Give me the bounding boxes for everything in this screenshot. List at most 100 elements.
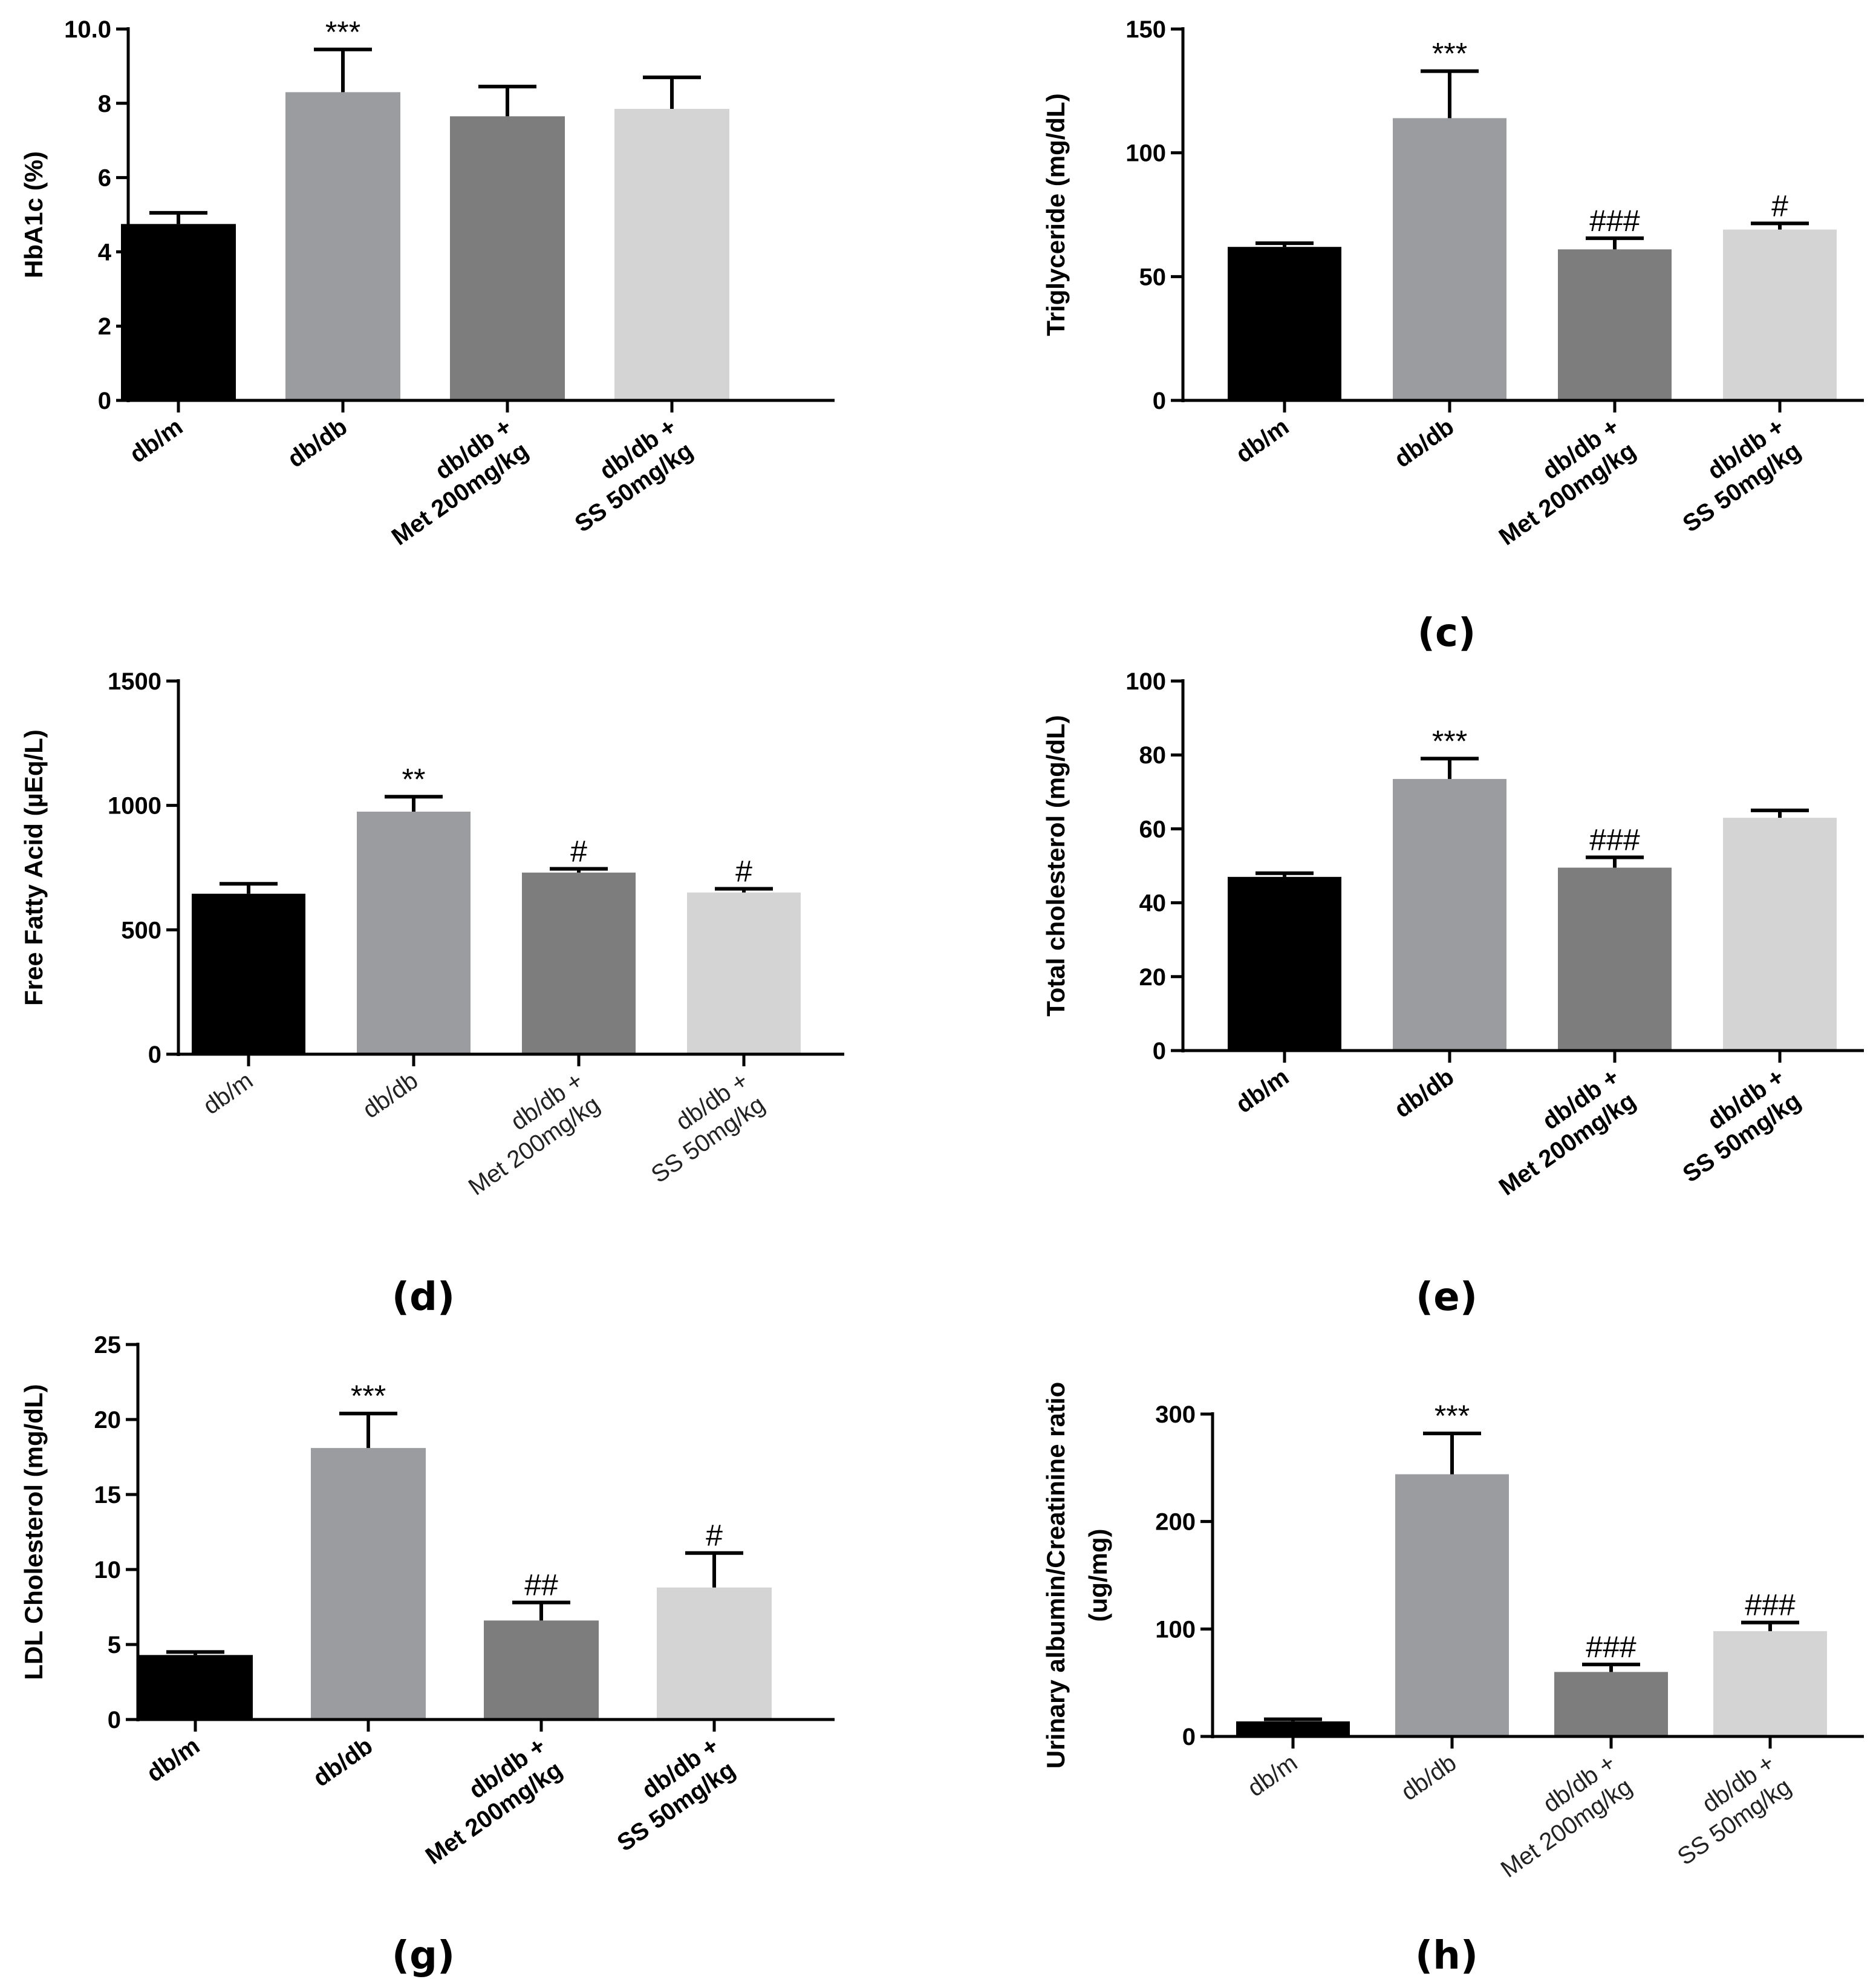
y-tick-label: 25 [94, 1332, 122, 1358]
x-tick-label: db/m [1231, 413, 1294, 468]
chart-panel-5: *** ### ### 0 100 200 300 db/m db/db db/db +Met 2… [1041, 1382, 1864, 1883]
x-tick-label: db/db +Met 200mg/kg [1477, 1063, 1640, 1201]
bar-2 [1558, 867, 1672, 1051]
bar-3 [687, 892, 801, 1054]
significance-label-1: *** [1435, 1399, 1470, 1433]
bar-3 [657, 1587, 772, 1720]
significance-label-2: ## [524, 1568, 558, 1602]
bar-1 [311, 1448, 426, 1720]
significance-label-1: *** [351, 1379, 386, 1413]
y-tick-label: 10 [94, 1557, 122, 1583]
bar-2 [450, 116, 565, 401]
y-tick-label: 20 [1139, 964, 1167, 991]
y-axis-title-line: Free Fatty Acid (µEq/L) [19, 729, 48, 1006]
chart-panel-0: *** 0 2 4 6 8 10.0 db/m db/db db/db +Met 200mg/kg… [19, 15, 835, 550]
bar-0 [1228, 876, 1341, 1051]
y-tick-label: 0 [1153, 388, 1166, 414]
bar-0 [1236, 1721, 1350, 1736]
significance-label-1: *** [1432, 724, 1467, 758]
y-axis-title-line: LDL Cholesterol (mg/dL) [19, 1384, 48, 1680]
y-tick-label: 0 [1153, 1038, 1166, 1064]
y-axis-title: HbA1c (%) [19, 151, 48, 278]
x-tick-label: db/m [1231, 1063, 1294, 1118]
x-tick-label: db/m [1243, 1749, 1302, 1802]
y-tick-label: 6 [98, 165, 111, 192]
x-tick-label: db/db [283, 413, 352, 472]
y-tick-label: 20 [94, 1407, 122, 1433]
bar-3 [614, 109, 729, 400]
bar-3 [1723, 229, 1837, 400]
y-axis-title-line: Total cholesterol (mg/dL) [1041, 715, 1070, 1017]
significance-label-2: ### [1586, 1630, 1637, 1664]
y-axis-title: Urinary albumin/Creatinine ratio (ug/mg) [1041, 1382, 1112, 1768]
bar-1 [285, 92, 400, 400]
y-tick-label: 4 [98, 239, 112, 266]
x-tick-label-line: db/db [1390, 413, 1459, 472]
y-tick-label: 0 [98, 388, 111, 414]
x-tick-label: db/db +Met 200mg/kg [404, 1732, 567, 1870]
y-axis-title-line: HbA1c (%) [19, 151, 48, 278]
y-tick-label: 15 [94, 1482, 122, 1508]
y-tick-label: 8 [98, 91, 111, 117]
significance-label-3: # [1771, 189, 1788, 223]
panel-label: (c) [1418, 611, 1476, 656]
y-tick-label: 200 [1155, 1509, 1196, 1536]
x-tick-label: db/db [1396, 1749, 1461, 1805]
significance-label-3: # [735, 854, 752, 888]
y-tick-label: 60 [1139, 816, 1167, 843]
y-tick-label: 150 [1125, 16, 1166, 43]
x-tick-label: db/db +SS 50mg/kg [596, 1732, 740, 1856]
x-tick-label: db/db +SS 50mg/kg [1661, 1063, 1806, 1187]
y-tick-label: 5 [108, 1632, 121, 1658]
bar-2 [484, 1620, 599, 1720]
x-tick-label: db/db +SS 50mg/kg [1661, 413, 1806, 537]
x-tick-label-line: db/db [1390, 1063, 1459, 1123]
panel-label-h: (h) [1415, 1934, 1478, 1978]
panel-label: (d) [392, 1275, 455, 1320]
y-tick-label: 10.0 [64, 16, 111, 43]
bar-2 [522, 872, 636, 1054]
y-tick-label: 300 [1155, 1401, 1196, 1428]
bar-1 [1393, 118, 1506, 401]
x-tick-label: db/db [308, 1732, 377, 1791]
x-tick-label: db/db +Met 200mg/kg [370, 413, 533, 550]
x-tick-label: db/db +Met 200mg/kg [447, 1067, 604, 1201]
y-tick-label: 100 [1155, 1616, 1196, 1643]
significance-label-2: # [570, 835, 587, 869]
significance-label-2: ### [1589, 823, 1640, 856]
bar-0 [121, 224, 236, 400]
significance-label-2: ### [1589, 204, 1640, 238]
y-axis-title-line: (ug/mg) [1084, 1529, 1112, 1622]
x-tick-label-line: db/db [283, 413, 352, 472]
bar-0 [138, 1655, 253, 1720]
y-tick-label: 0 [108, 1707, 121, 1733]
bar-2 [1554, 1672, 1668, 1736]
significance-label-3: # [706, 1519, 723, 1553]
x-tick-label-line: db/m [125, 413, 188, 468]
y-tick-label: 2 [98, 313, 111, 340]
significance-label-1: *** [325, 15, 360, 49]
y-axis-title: Total cholesterol (mg/dL) [1041, 715, 1070, 1017]
bar-3 [1713, 1631, 1827, 1736]
y-tick-label: 0 [1182, 1724, 1196, 1750]
y-tick-label: 1500 [108, 668, 161, 695]
bar-1 [357, 811, 471, 1054]
x-tick-label: db/db +Met 200mg/kg [1477, 413, 1640, 550]
significance-label-1: *** [1432, 37, 1467, 71]
x-tick-label-line: db/db [1396, 1749, 1461, 1805]
panel-label: (e) [1416, 1275, 1477, 1320]
bar-1 [1395, 1474, 1509, 1736]
x-tick-label: db/db +SS 50mg/kg [630, 1067, 769, 1188]
y-tick-label: 100 [1125, 140, 1166, 167]
y-tick-label: 500 [121, 917, 161, 944]
x-tick-label: db/db [358, 1067, 423, 1123]
y-axis-title-line: Triglyceride (mg/dL) [1041, 93, 1070, 336]
x-tick-label: db/m [125, 413, 188, 468]
x-tick-label: db/db +Met 200mg/kg [1479, 1749, 1637, 1883]
y-axis-title: LDL Cholesterol (mg/dL) [19, 1384, 48, 1680]
bar-0 [1228, 247, 1341, 400]
y-axis-title: Free Fatty Acid (µEq/L) [19, 729, 48, 1006]
x-tick-label-line: db/m [1231, 1063, 1294, 1118]
panel-label-g: (g) [392, 1934, 455, 1978]
